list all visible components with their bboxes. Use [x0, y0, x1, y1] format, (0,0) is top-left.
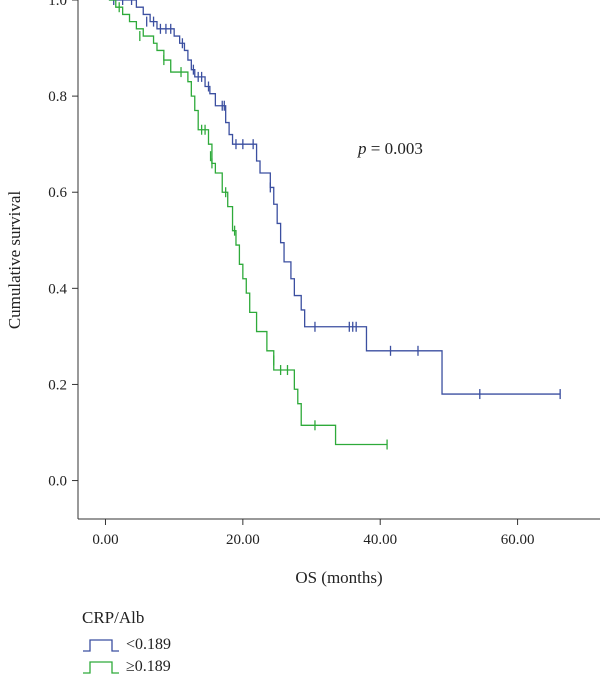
- legend-item-high: ≥0.189: [82, 656, 171, 678]
- x-tick-label: 60.00: [501, 532, 535, 548]
- survival-curve: [108, 0, 561, 395]
- series-layer: [108, 0, 561, 450]
- y-tick-label: 0.8: [48, 89, 67, 105]
- legend-label-high: ≥0.189: [126, 658, 171, 675]
- p-value-text: = 0.003: [367, 139, 423, 158]
- series-low: [108, 0, 561, 400]
- survival-curve: [108, 0, 388, 446]
- x-tick-label: 20.00: [226, 532, 260, 548]
- y-axis-title: Cumulative survival: [5, 191, 24, 330]
- axis-ticks: 0.00 20.00 40.00 60.00 0.0 0.2 0.4 0.6 0.8 1.0: [48, 0, 534, 548]
- legend-swatch-green: [83, 661, 119, 674]
- x-tick-label: 40.00: [363, 532, 397, 548]
- y-tick-label: 0.2: [48, 377, 67, 393]
- p-symbol: p: [357, 139, 367, 158]
- y-tick-label: 1.0: [48, 0, 67, 9]
- x-axis-title: OS (months): [295, 568, 382, 587]
- y-tick-label: 0.4: [48, 281, 67, 297]
- legend-label-low: <0.189: [126, 636, 172, 653]
- legend-item-low: <0.189: [82, 634, 171, 656]
- series-high: [108, 0, 388, 450]
- km-survival-chart: 0.00 20.00 40.00 60.00 0.0 0.2 0.4 0.6 0.8 1.0 p …: [5, 0, 600, 587]
- y-tick-label: 0.6: [48, 185, 67, 201]
- x-tick-label: 0.00: [92, 532, 118, 548]
- legend-title: CRP/Alb: [82, 608, 145, 627]
- p-value-annotation: p = 0.003: [357, 139, 423, 158]
- legend-swatch-blue: [83, 639, 119, 652]
- y-tick-label: 0.0: [48, 474, 67, 490]
- legend: CRP/Alb <0.189 ≥0.189: [82, 608, 171, 678]
